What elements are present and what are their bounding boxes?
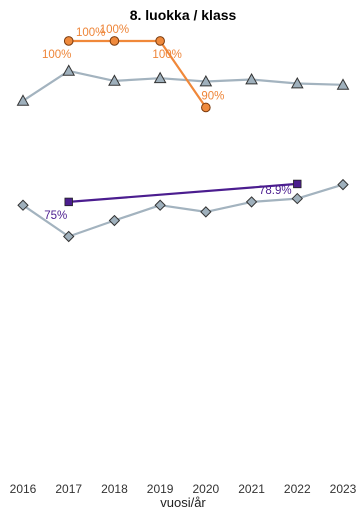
data-point-grey-triangle [245, 72, 258, 85]
series-line-grey-diamond [22, 183, 344, 238]
data-point-grey-triangle [16, 94, 30, 106]
x-tick-label: 2018 [101, 482, 128, 496]
x-axis-label: vuosi/år [160, 495, 206, 510]
data-label-orange: 100% [42, 49, 71, 61]
data-point-grey-triangle [290, 76, 304, 89]
series-grey-triangle [16, 64, 350, 106]
series-purple: 75% 78.9% [44, 179, 302, 222]
data-point-purple [64, 197, 73, 207]
data-point-orange [201, 102, 211, 113]
data-point-grey-diamond [63, 230, 75, 243]
data-point-orange [63, 36, 74, 46]
data-point-grey-triangle [108, 74, 121, 86]
series-line-grey-triangle [22, 69, 344, 102]
x-tick-label: 2022 [284, 482, 311, 496]
x-tick-label: 2023 [330, 482, 357, 496]
data-label-orange: 90% [201, 90, 224, 102]
data-point-orange [155, 36, 165, 46]
data-label-orange: 100% [76, 27, 105, 39]
data-point-grey-triangle [336, 78, 350, 90]
plot-area: 100%100%100%100%90%75%78.9% [16, 24, 350, 243]
x-tick-label: 2019 [147, 482, 174, 496]
chart-title: 8. luokka / klass [130, 7, 237, 23]
x-axis-ticks: 2016 2017 2018 2019 2020 2021 2022 2023 [10, 482, 357, 496]
data-label-purple: 78.9% [259, 185, 292, 197]
data-point-grey-diamond [245, 196, 258, 208]
data-point-grey-diamond [291, 192, 303, 205]
data-point-grey-diamond [337, 178, 349, 191]
data-point-grey-diamond [17, 199, 29, 211]
x-tick-label: 2017 [55, 482, 82, 496]
data-point-grey-triangle [153, 71, 167, 84]
x-tick-label: 2020 [193, 482, 220, 496]
data-label-orange: 100% [100, 24, 129, 36]
data-label-orange: 100% [152, 49, 181, 61]
data-point-purple [293, 179, 302, 189]
data-point-grey-triangle [199, 74, 213, 87]
series-line-orange [68, 39, 207, 109]
x-tick-label: 2021 [238, 482, 265, 496]
data-point-orange [109, 36, 120, 46]
data-point-grey-diamond [200, 206, 212, 218]
series-orange: 100%100%100%100%90% [42, 24, 224, 113]
data-point-grey-triangle [62, 64, 76, 76]
data-label-purple: 75% [44, 210, 67, 222]
data-point-grey-diamond [154, 199, 166, 211]
x-tick-label: 2016 [10, 482, 37, 496]
series-line-purple [68, 182, 298, 203]
series-grey-diamond [17, 178, 349, 243]
data-point-grey-diamond [108, 214, 121, 227]
